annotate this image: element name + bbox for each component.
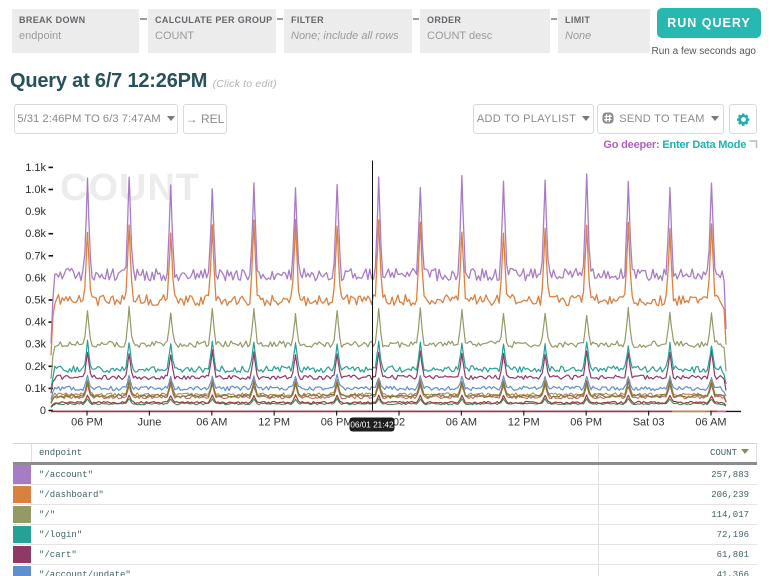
svg-text:06 AM: 06 AM [446,417,477,429]
svg-text:0.2k: 0.2k [25,361,46,373]
svg-text:0.3k: 0.3k [25,339,46,351]
svg-text:0.6k: 0.6k [25,272,46,284]
svg-text:0.4k: 0.4k [25,317,46,329]
svg-text:0.9k: 0.9k [25,206,46,218]
svg-text:1.1k: 1.1k [25,162,46,174]
svg-text:06 PM: 06 PM [570,417,602,429]
svg-text:0.5k: 0.5k [25,295,46,307]
svg-text:0: 0 [40,405,46,417]
svg-text:Sat 03: Sat 03 [633,417,665,429]
svg-text:0.1k: 0.1k [25,383,46,395]
svg-text:06 AM: 06 AM [695,417,726,429]
svg-text:0.7k: 0.7k [25,250,46,262]
svg-text:12 PM: 12 PM [508,417,540,429]
svg-text:12 PM: 12 PM [258,417,290,429]
svg-text:06 AM: 06 AM [196,417,227,429]
svg-text:June: June [137,417,161,429]
svg-text:0.8k: 0.8k [25,228,46,240]
svg-text:1.0k: 1.0k [25,184,46,196]
svg-text:02: 02 [393,417,405,429]
svg-text:06/01 21:42: 06/01 21:42 [350,421,394,430]
svg-text:06 PM: 06 PM [71,417,103,429]
svg-text:06 PM: 06 PM [321,417,353,429]
